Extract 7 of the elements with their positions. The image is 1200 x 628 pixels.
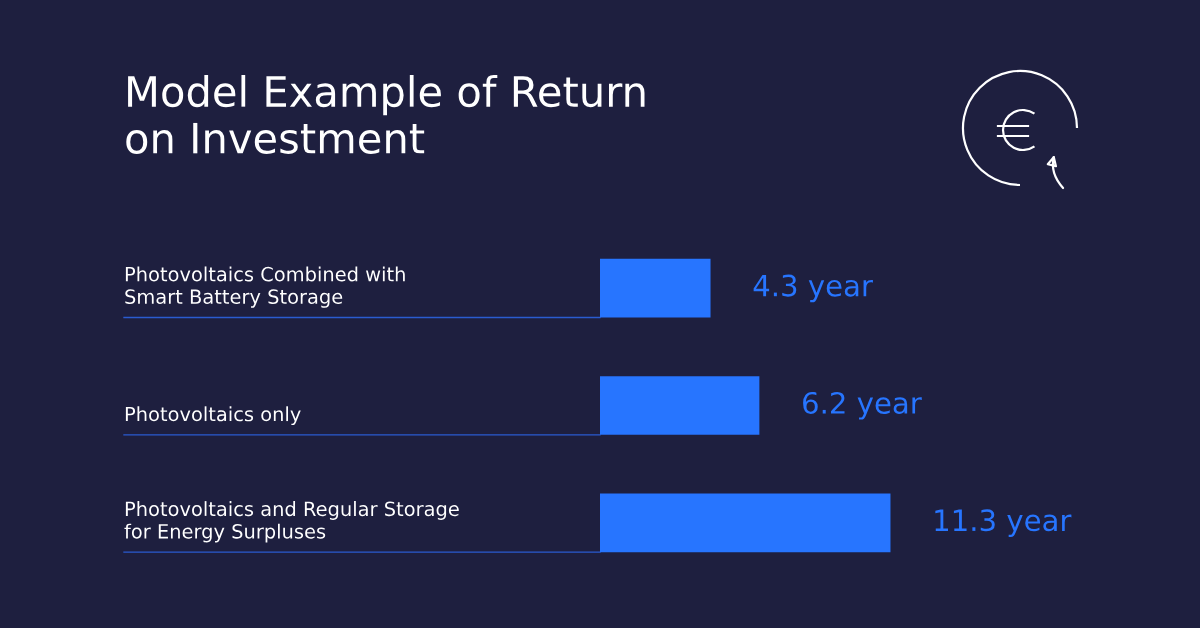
y-tick-label: Photovoltaics Combined with Smart Battery Storage — [125, 266, 405, 308]
data-label: 6.2 year — [803, 391, 922, 420]
chart-title: Model Example of Return on Investment — [126, 75, 645, 154]
data-label: 11.3 year — [935, 509, 1072, 537]
y-tick-label: Photovoltaics and Regular Storage for Energy Surpluses — [124, 501, 459, 543]
data-label: 4.3 year — [753, 274, 873, 303]
y-tick-label: Photovoltaics only — [125, 406, 301, 426]
